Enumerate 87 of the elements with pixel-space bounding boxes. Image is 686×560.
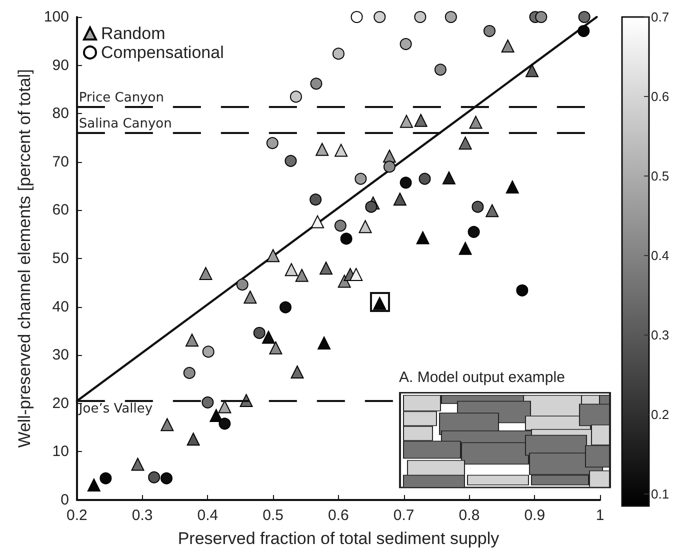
point [468,226,480,238]
color-bar-label: 0.6 [651,89,670,104]
point [160,418,174,432]
point [266,137,278,150]
y-tick-label: 30 [52,346,69,364]
x-tick-label: 0.9 [524,507,546,524]
point [218,418,231,430]
point [400,176,412,189]
point [290,366,304,379]
point [416,231,430,244]
point [334,220,346,232]
point [284,263,298,276]
x-axis-title: Preserved fraction of total sediment supply [178,529,500,548]
point [218,400,232,414]
point [472,200,484,213]
y-tick-label: 70 [52,153,69,170]
y-tick-label: 100 [44,8,69,26]
point [400,38,412,50]
x-tick-label: 0.7 [393,507,414,524]
x-tick-label: 0.3 [132,507,153,524]
point [87,478,100,492]
point [311,215,324,228]
color-bar-label: 0.2 [651,407,670,422]
point [100,472,112,484]
ref-line-label: Salina Canyon [78,116,172,132]
color-bar-label: 0.3 [651,328,670,343]
point [414,114,428,127]
point [310,194,322,206]
x-tick-label: 0.8 [458,507,480,524]
x-tick-label: 0.5 [262,507,284,524]
x-tick-label: 1 [596,507,604,524]
color-bar-label: 0.7 [651,10,670,24]
y-tick-label: 0 [60,492,69,508]
point [280,301,292,314]
point [365,200,378,213]
point [334,144,348,157]
color-bar-label: 0.5 [651,168,670,184]
annotation: A. Model output example [399,369,565,386]
legend-label: Random [101,24,166,43]
point [316,142,329,156]
y-tick-label: 20 [52,394,69,412]
point [131,458,144,471]
point [458,242,472,255]
point [318,336,331,350]
point [486,204,499,218]
point [202,346,214,358]
point [444,11,457,23]
point [418,172,431,185]
point [350,11,363,23]
point [148,471,160,484]
point [266,249,280,262]
point [340,232,352,245]
point [210,408,223,422]
point [484,25,496,38]
point [262,330,275,344]
color-bar-label: 0.1 [651,486,670,502]
color-bar-label: 0.4 [651,248,670,264]
point [290,90,302,103]
y-tick-label: 90 [52,56,69,74]
point [442,171,456,184]
point [320,262,333,275]
y-axis-title: Well-preserved channel elements [percent of total] [15,69,34,448]
y-tick-label: 10 [52,443,69,460]
point [374,11,386,23]
y-tick-label: 40 [52,298,69,316]
x-tick-label: 0.4 [197,507,218,524]
y-tick-label: 60 [52,202,69,219]
point [578,25,590,38]
legend-label: Compensational [101,43,224,62]
point [332,48,344,60]
point [160,472,173,484]
x-tick-label: 0.2 [66,507,88,524]
point [400,114,413,128]
point [253,326,266,339]
y-tick-label: 80 [52,105,69,122]
point [526,64,538,78]
point [354,172,367,185]
point [358,220,372,234]
ref-line-label: Joe’s Valley [78,402,153,416]
y-tick-label: 50 [52,250,69,267]
point [506,180,519,194]
point [458,136,472,150]
ref-line-label: Price Canyon [78,90,164,106]
point [516,284,528,296]
point [350,268,363,281]
point [414,11,426,23]
x-tick-label: 0.6 [328,507,349,524]
